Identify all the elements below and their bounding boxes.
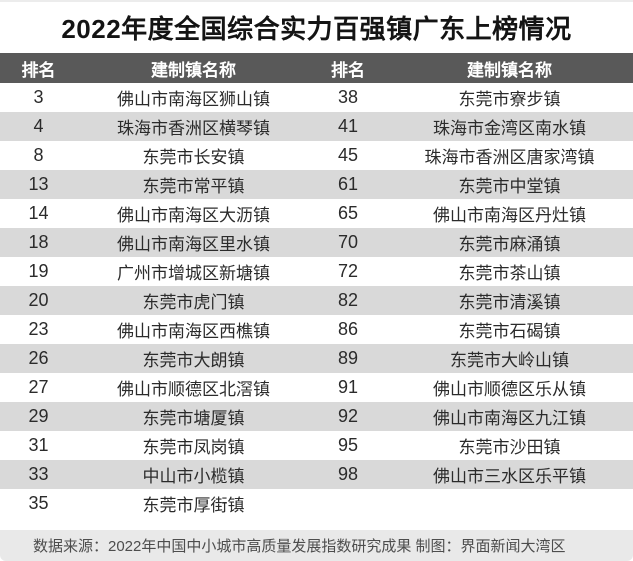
rank-cell-right: 70 [337, 232, 359, 252]
rank-cell-left: 13 [28, 174, 49, 194]
rank-cell-left: 27 [28, 377, 49, 397]
rank-cell-left: 4 [33, 116, 44, 136]
rank-cell-right: 98 [337, 464, 359, 484]
rank-cell-right: 65 [337, 203, 359, 223]
table-row: 20 东莞市虎门镇 82 东莞市清溪镇 [0, 286, 633, 315]
column-header-rank-right: 排名 [331, 60, 365, 80]
town-cell-left: 珠海市香洲区横琴镇 [117, 119, 270, 138]
rank-cell-left: 31 [28, 435, 49, 455]
table-row: 23 佛山市南海区西樵镇 86 东莞市石碣镇 [0, 315, 633, 344]
bottom-spacer [0, 518, 633, 530]
table-row: 19 广州市增城区新塘镇 72 东莞市茶山镇 [0, 257, 633, 286]
rank-cell-right: 95 [337, 435, 359, 455]
rank-cell-right: 38 [337, 87, 359, 107]
source-note: 数据来源：2022年中国中小城市高质量发展指数研究成果 制图：界面新闻大湾区 [0, 530, 633, 561]
rank-cell-right: 45 [337, 145, 359, 165]
town-cell-left: 佛山市南海区西樵镇 [117, 322, 270, 341]
rank-cell-left: 3 [33, 87, 44, 107]
table-row: 33 中山市小榄镇 98 佛山市三水区乐平镇 [0, 460, 633, 489]
table-body: 3 佛山市南海区狮山镇 38 东莞市寮步镇 4 珠海市香洲区横琴镇 41 珠海市… [0, 83, 633, 518]
town-cell-left: 中山市小榄镇 [142, 467, 245, 486]
table-row: 29 东莞市塘厦镇 92 佛山市南海区九江镇 [0, 402, 633, 431]
town-cell-left: 广州市增城区新塘镇 [117, 264, 270, 283]
rank-cell-left: 19 [28, 261, 49, 281]
rank-cell-right: 89 [337, 348, 359, 368]
table-row: 18 佛山市南海区里水镇 70 东莞市麻涌镇 [0, 228, 633, 257]
town-cell-right: 东莞市中堂镇 [458, 177, 561, 196]
town-cell-left: 东莞市厚街镇 [142, 496, 245, 515]
table-row: 27 佛山市顺德区北滘镇 91 佛山市顺德区乐从镇 [0, 373, 633, 402]
rank-cell-left: 14 [28, 203, 49, 223]
rank-cell-right: 82 [337, 290, 359, 310]
town-cell-left: 佛山市南海区大沥镇 [117, 206, 270, 225]
column-header-town-right: 建制镇名称 [467, 60, 552, 80]
table-header-row: 排名 建制镇名称 排名 建制镇名称 [0, 53, 633, 83]
table-row: 13 东莞市常平镇 61 东莞市中堂镇 [0, 170, 633, 199]
table-row: 14 佛山市南海区大沥镇 65 佛山市南海区丹灶镇 [0, 199, 633, 228]
town-cell-right: 东莞市寮步镇 [458, 90, 561, 109]
rank-cell-right: 72 [337, 261, 359, 281]
rank-cell-left: 26 [28, 348, 49, 368]
town-cell-right: 珠海市金湾区南水镇 [433, 119, 586, 138]
page-title: 2022年度全国综合实力百强镇广东上榜情况 [61, 14, 572, 44]
table-row: 4 珠海市香洲区横琴镇 41 珠海市金湾区南水镇 [0, 112, 633, 141]
town-cell-right: 东莞市石碣镇 [458, 322, 561, 341]
town-cell-left: 东莞市常平镇 [142, 177, 245, 196]
town-cell-right: 珠海市香洲区唐家湾镇 [424, 148, 595, 167]
rank-cell-left: 20 [28, 290, 49, 310]
rank-cell-left: 8 [33, 145, 44, 165]
town-cell-left: 东莞市大朗镇 [142, 351, 245, 370]
rank-cell-right: 92 [337, 406, 359, 426]
town-cell-left: 佛山市南海区狮山镇 [117, 90, 270, 109]
town-cell-left: 东莞市虎门镇 [142, 293, 245, 312]
town-cell-left: 佛山市南海区里水镇 [117, 235, 270, 254]
town-cell-left: 东莞市塘厦镇 [142, 409, 245, 428]
table-row: 31 东莞市凤岗镇 95 东莞市沙田镇 [0, 431, 633, 460]
town-cell-left: 东莞市凤岗镇 [142, 438, 245, 457]
table-row: 35 东莞市厚街镇 [0, 489, 633, 518]
column-header-rank-left: 排名 [21, 60, 56, 80]
town-cell-right: 佛山市顺德区乐从镇 [433, 380, 586, 399]
town-cell-right: 东莞市麻涌镇 [458, 235, 561, 254]
town-cell-left: 佛山市顺德区北滘镇 [117, 380, 270, 399]
table-row: 8 东莞市长安镇 45 珠海市香洲区唐家湾镇 [0, 141, 633, 170]
town-cell-right: 东莞市清溪镇 [458, 293, 561, 312]
rank-cell-right: 41 [337, 116, 359, 136]
town-cell-right: 佛山市南海区九江镇 [433, 409, 586, 428]
rank-cell-left: 33 [28, 464, 49, 484]
rank-cell-right: 86 [337, 319, 359, 339]
rank-cell-left: 35 [28, 493, 49, 513]
table-row: 3 佛山市南海区狮山镇 38 东莞市寮步镇 [0, 83, 633, 112]
column-header-town-left: 建制镇名称 [151, 60, 236, 80]
town-cell-right: 东莞市沙田镇 [458, 438, 561, 457]
town-cell-right: 佛山市南海区丹灶镇 [433, 206, 586, 225]
source-note-text: 数据来源：2022年中国中小城市高质量发展指数研究成果 制图：界面新闻大湾区 [33, 538, 566, 555]
rank-cell-left: 23 [28, 319, 49, 339]
rank-cell-left: 18 [28, 232, 49, 252]
rank-cell-right: 91 [337, 377, 359, 397]
table-row: 26 东莞市大朗镇 89 东莞市大岭山镇 [0, 344, 633, 373]
rank-cell-right: 61 [337, 174, 359, 194]
town-cell-left: 东莞市长安镇 [142, 148, 245, 167]
town-cell-right: 东莞市大岭山镇 [450, 351, 569, 370]
rank-cell-left: 29 [28, 406, 49, 426]
town-cell-right: 东莞市茶山镇 [458, 264, 561, 283]
town-cell-right: 佛山市三水区乐平镇 [433, 467, 586, 486]
